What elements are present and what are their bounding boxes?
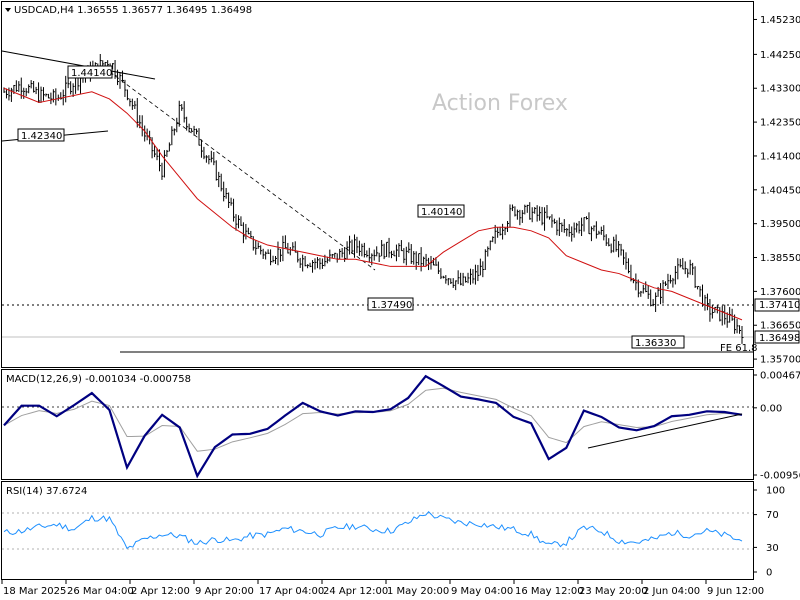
price-tick-label: 1.45230 — [760, 15, 800, 26]
macd-tick-label: -0.009568 — [760, 471, 800, 482]
resistance-price-tag: 1.37410 — [754, 298, 800, 312]
macd-line — [3, 374, 743, 479]
svg-text:1.42340: 1.42340 — [21, 131, 62, 142]
svg-text:1.44140: 1.44140 — [71, 68, 112, 79]
price-axis: 1.45230 1.44250 1.43300 1.42350 1.41400 1.404… — [753, 15, 800, 366]
time-tick-label: 9 Jun 12:00 — [707, 586, 764, 597]
svg-text:1.36498: 1.36498 — [759, 333, 800, 344]
macd-divergence-line — [587, 413, 743, 449]
time-tick-label: 24 Apr 12:00 — [323, 586, 388, 597]
price-tick-label: 1.38550 — [760, 253, 800, 264]
current-price-tag: 1.36498 — [754, 330, 800, 344]
annotation-high-1: 1.44140 — [67, 65, 113, 79]
fe-label: FE 61.8 — [720, 343, 758, 354]
main-panel — [1, 1, 754, 368]
time-tick-label: 18 Mar 2025 — [3, 586, 66, 597]
watermark: Action Forex — [432, 91, 568, 116]
rsi-tick-label: 100 — [766, 486, 785, 497]
price-tick-label: 1.41400 — [760, 151, 800, 162]
price-tick-label: 1.39500 — [760, 219, 800, 230]
time-tick-label: 2 Jun 04:00 — [643, 586, 700, 597]
time-tick-label: 26 Mar 04:00 — [67, 586, 134, 597]
annotation-low-3: 1.36330 — [631, 335, 685, 349]
rsi-header: RSI(14) 37.6724 — [6, 486, 87, 497]
time-axis: 18 Mar 2025 26 Mar 04:002 Apr 12:00 9 Apr … — [1, 580, 764, 597]
falling-trend-line — [109, 71, 376, 271]
time-tick-label: 2 Apr 12:00 — [131, 586, 190, 597]
time-tick-label: 16 May 12:00 — [515, 586, 584, 597]
upper-wedge-line — [1, 50, 156, 80]
price-tick-label: 1.37600 — [760, 287, 800, 298]
time-tick-label: 1 May 20:00 — [387, 586, 449, 597]
svg-text:1.37490: 1.37490 — [371, 300, 412, 311]
rsi-tick-label: 70 — [766, 510, 779, 521]
svg-text:1.36330: 1.36330 — [635, 338, 676, 349]
price-tick-label: 1.36650 — [760, 321, 800, 332]
macd-header: MACD(12,26,9) -0.001034 -0.000758 — [6, 374, 191, 385]
price-tick-label: 1.40450 — [760, 185, 800, 196]
macd-panel — [1, 369, 754, 480]
annotation-high-2: 1.40140 — [417, 204, 465, 218]
annotation-low-1: 1.42340 — [17, 128, 65, 142]
moving-average-line — [3, 87, 743, 321]
time-tick-label: 23 May 20:00 — [579, 586, 648, 597]
price-tick-label: 1.42350 — [760, 118, 800, 129]
rsi-tick-label: 0 — [766, 568, 772, 579]
price-tick-label: 1.43300 — [760, 84, 800, 95]
rsi-tick-label: 30 — [766, 543, 779, 554]
macd-axis: 0.004674 0.00 -0.009568 — [753, 371, 800, 482]
dropdown-triangle-icon — [5, 8, 11, 12]
rsi-axis: 100 70 30 0 — [753, 486, 785, 579]
time-tick-label: 17 Apr 04:00 — [259, 586, 324, 597]
svg-text:USDCAD,H4 1.36555 1.36577 1.3: USDCAD,H4 1.36555 1.36577 1.36495 1.3649… — [14, 5, 252, 16]
rsi-line — [3, 510, 743, 550]
macd-tick-label: 0.00 — [760, 403, 782, 414]
main-header: USDCAD,H4 1.36555 1.36577 1.36495 1.3649… — [5, 5, 252, 16]
svg-text:1.37410: 1.37410 — [759, 300, 800, 311]
annotation-low-2: 1.37490 — [367, 297, 414, 311]
time-tick-label: 9 May 04:00 — [451, 586, 513, 597]
price-tick-label: 1.44250 — [760, 50, 800, 61]
macd-tick-label: 0.004674 — [760, 371, 800, 382]
time-tick-label: 9 Apr 20:00 — [195, 586, 254, 597]
svg-text:1.40140: 1.40140 — [421, 207, 462, 218]
price-tick-label: 1.35700 — [760, 355, 800, 366]
